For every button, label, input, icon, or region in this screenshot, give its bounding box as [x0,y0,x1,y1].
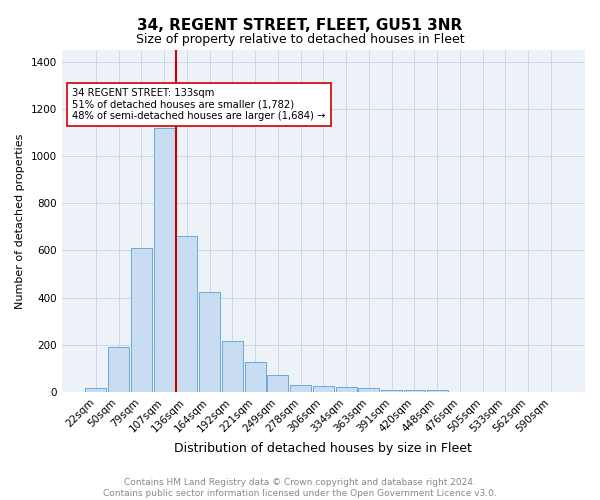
Bar [381,390,402,392]
X-axis label: Distribution of detached houses by size in Fleet: Distribution of detached houses by size … [175,442,472,455]
Bar [427,390,448,392]
Bar [108,347,129,392]
Bar [85,388,106,392]
Bar [268,376,289,392]
Bar [404,390,425,392]
Bar [245,362,266,392]
Bar [335,387,356,392]
Bar [176,236,197,392]
Bar [154,128,175,392]
Text: 34, REGENT STREET, FLEET, GU51 3NR: 34, REGENT STREET, FLEET, GU51 3NR [137,18,463,32]
Bar [313,386,334,392]
Text: Contains HM Land Registry data © Crown copyright and database right 2024.
Contai: Contains HM Land Registry data © Crown c… [103,478,497,498]
Text: 34 REGENT STREET: 133sqm
51% of detached houses are smaller (1,782)
48% of semi-: 34 REGENT STREET: 133sqm 51% of detached… [72,88,326,121]
Bar [290,386,311,392]
Y-axis label: Number of detached properties: Number of detached properties [15,134,25,308]
Bar [131,248,152,392]
Bar [222,341,243,392]
Text: Size of property relative to detached houses in Fleet: Size of property relative to detached ho… [136,32,464,46]
Bar [199,292,220,392]
Bar [358,388,379,392]
